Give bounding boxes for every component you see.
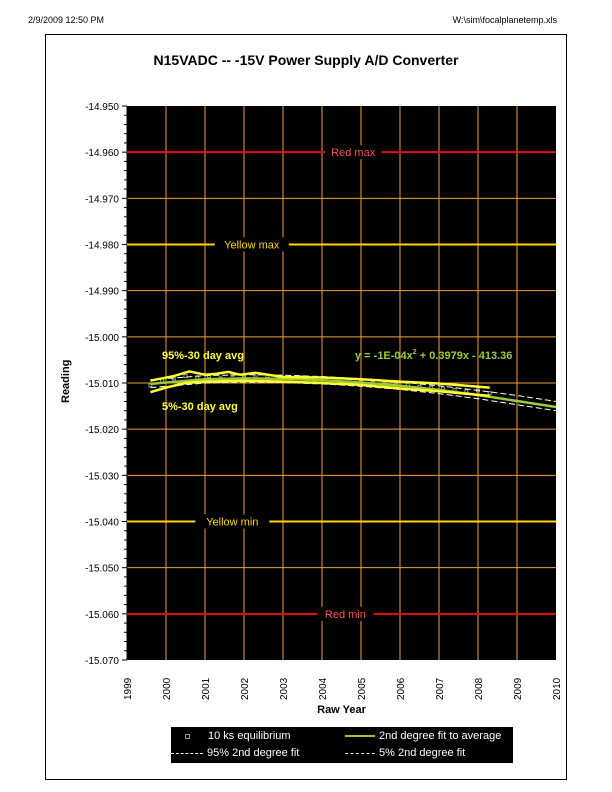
y-tick-label: -15.040 (85, 518, 119, 529)
data-point (183, 374, 188, 379)
legend-item-fit-average: 2nd degree fit to average (345, 730, 501, 742)
legend-label: 5% 2nd degree fit (379, 747, 466, 759)
reference-label: Yellow max (224, 240, 280, 252)
y-tick-label: -14.970 (85, 194, 119, 205)
legend-label: 10 ks equilibrium (208, 730, 291, 742)
annotation-95-avg: 95%-30 day avg (162, 350, 244, 362)
y-tick-label: -14.980 (85, 241, 119, 252)
y-tick-label: -15.010 (85, 379, 119, 390)
legend-item-95-fit: 95% 2nd degree fit (171, 747, 299, 759)
reference-label-bg (317, 606, 374, 621)
legend-label: 95% 2nd degree fit (207, 747, 300, 759)
y-tick-label: -15.070 (85, 656, 119, 667)
chart-frame (45, 34, 567, 780)
annotation-5-avg: 5%-30 day avg (162, 401, 238, 413)
legend-label: 2nd degree fit to average (379, 730, 502, 742)
y-axis-label: Reading (60, 360, 72, 403)
y-tick-label: -15.060 (85, 610, 119, 621)
x-tick-label: 2009 (513, 677, 524, 700)
y-tick-label: -15.020 (85, 425, 119, 436)
x-tick-label: 2000 (162, 677, 173, 700)
x-tick-label: 2003 (279, 677, 290, 700)
reference-label: Red min (325, 609, 366, 621)
data-point (487, 391, 492, 396)
chart-title: N15VADC -- -15V Power Supply A/D Convert… (153, 52, 459, 68)
x-tick-label: 2006 (396, 677, 407, 700)
reference-label-bg (214, 237, 289, 252)
x-axis-label: Raw Year (317, 704, 366, 716)
trendline-equation: y = -1E-04x2 + 0.3979x - 413.36 (355, 349, 512, 362)
series-line-2nd-degree-fit-to-average (150, 377, 557, 409)
reference-label-bg (195, 514, 270, 529)
x-tick-label: 1999 (123, 677, 134, 700)
series-line-95-30-day-avg (150, 370, 490, 389)
x-tick-label: 2008 (474, 677, 485, 700)
x-tick-label: 2004 (318, 677, 329, 700)
y-tick-label: -14.950 (85, 102, 119, 113)
square-marker-icon (185, 733, 190, 739)
solid-line-icon (345, 735, 375, 737)
dash-dot-line-icon (171, 752, 203, 754)
x-tick-label: 2007 (435, 677, 446, 700)
print-datetime: 2/9/2009 12:50 PM (28, 15, 105, 25)
y-tick-label: -15.000 (85, 333, 119, 344)
x-tick-label: 2002 (240, 677, 251, 700)
y-tick-label: -15.050 (85, 564, 119, 575)
x-tick-label: 2001 (201, 677, 212, 700)
series-line-5-30-day-avg (150, 379, 490, 398)
y-tick-label: -14.990 (85, 287, 119, 298)
x-tick-label: 2005 (357, 677, 368, 700)
legend-item-equilibrium: 10 ks equilibrium (185, 730, 291, 742)
y-tick-label: -15.030 (85, 471, 119, 482)
legend: 10 ks equilibrium 2nd degree fit to aver… (171, 727, 513, 763)
file-path: W:\sim\focalplanetemp.xls (452, 15, 557, 25)
legend-item-5-fit: 5% 2nd degree fit (345, 747, 465, 759)
y-tick-label: -14.960 (85, 148, 119, 159)
x-tick-label: 2010 (552, 677, 563, 700)
reference-label-bg (325, 145, 382, 160)
reference-label: Yellow min (206, 517, 258, 529)
series-line-5-2nd-degree-fit (150, 381, 557, 412)
reference-label: Red max (331, 147, 376, 159)
dash-line-icon (345, 752, 375, 754)
